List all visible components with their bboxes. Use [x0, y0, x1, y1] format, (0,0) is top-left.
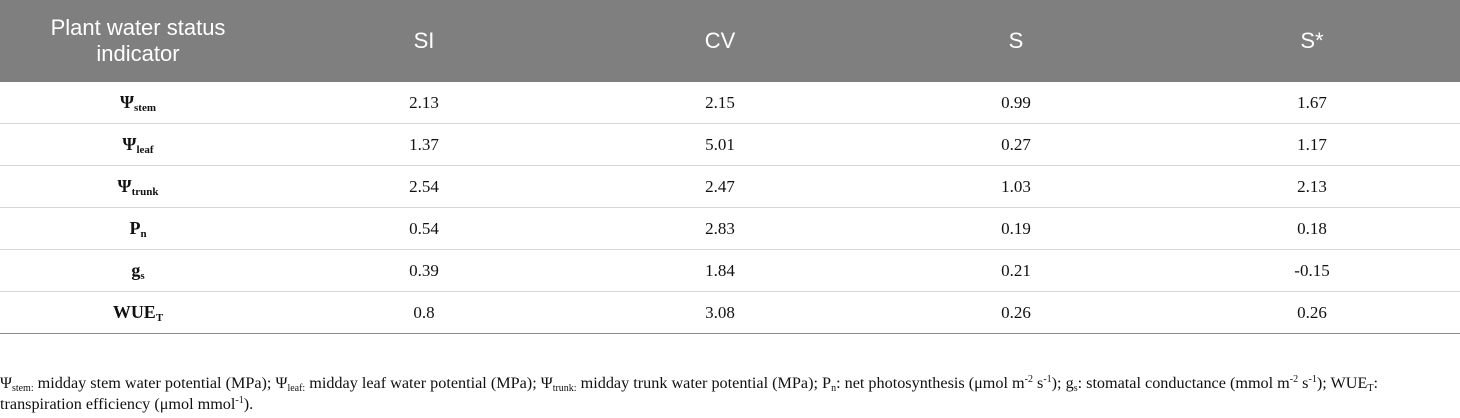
footnote-subscript: n [831, 383, 837, 394]
indicator-subscript: leaf [136, 144, 154, 156]
value-cell: 0.26 [868, 291, 1164, 334]
footnote-text: s [1032, 374, 1044, 392]
value-cell: 1.67 [1164, 82, 1460, 124]
data-table: Plant water status indicator SI CV S S* … [0, 0, 1460, 334]
header-cell-s-star: S* [1164, 0, 1460, 82]
value-cell: 5.01 [572, 123, 868, 166]
footnote-symbol: P [822, 374, 832, 392]
value-cell: 0.27 [868, 123, 1164, 166]
table-row: gs 0.39 1.84 0.21 -0.15 [0, 249, 1460, 292]
footnote-superscript: -2 [1289, 374, 1299, 385]
value-cell: 0.18 [1164, 207, 1460, 250]
indicator-cell: Ψtrunk [0, 165, 276, 208]
header-cell-s: S [868, 0, 1164, 82]
footnote-superscript: -2 [1024, 374, 1033, 385]
table-row: Ψtrunk 2.54 2.47 1.03 2.13 [0, 165, 1460, 208]
indicator-symbol: WUE [112, 302, 156, 322]
footnote-subscript: s [1073, 383, 1078, 394]
footnote-subscript: stem: [11, 383, 34, 394]
table-row: Ψstem 2.13 2.15 0.99 1.67 [0, 82, 1460, 124]
indicator-subscript: stem [134, 102, 157, 114]
indicator-subscript: trunk [131, 186, 159, 198]
header-cell-indicator: Plant water status indicator [0, 0, 276, 82]
footnote-superscript: -1 [1308, 374, 1317, 385]
indicator-cell: Ψstem [0, 82, 276, 124]
table-row: Ψleaf 1.37 5.01 0.27 1.17 [0, 123, 1460, 166]
footnote-text: : stomatal conductance (mmol m [1077, 374, 1290, 392]
value-cell: 2.54 [276, 165, 572, 208]
value-cell: 1.37 [276, 123, 572, 166]
indicator-symbol: Ψ [119, 92, 135, 112]
table-row: WUET 0.8 3.08 0.26 0.26 [0, 291, 1460, 334]
value-cell: 3.08 [572, 291, 868, 334]
header-cell-cv: CV [572, 0, 868, 82]
table-footnote: Ψstem: midday stem water potential (MPa)… [0, 373, 1460, 415]
footnote-text: midday stem water potential (MPa); [33, 374, 276, 392]
footnote-text: ); [1051, 374, 1066, 392]
indicator-subscript: n [140, 228, 147, 240]
footnote-text: midday leaf water potential (MPa); [305, 374, 541, 392]
value-cell: 0.39 [276, 249, 572, 292]
footnote-symbol: Ψ [275, 374, 288, 392]
value-cell: 1.03 [868, 165, 1164, 208]
footnote-superscript: -1 [235, 395, 244, 406]
value-cell: 0.26 [1164, 291, 1460, 334]
footnote-text: ); [1316, 374, 1331, 392]
footnote-text: midday trunk water potential (MPa); [576, 374, 823, 392]
value-cell: 2.83 [572, 207, 868, 250]
value-cell: 0.19 [868, 207, 1164, 250]
footnote-symbol: g [1065, 374, 1074, 392]
value-cell: 2.13 [1164, 165, 1460, 208]
value-cell: 1.84 [572, 249, 868, 292]
value-cell: 0.21 [868, 249, 1164, 292]
indicator-subscript: T [155, 312, 164, 324]
footnote-subscript: leaf: [287, 383, 306, 394]
header-cell-si: SI [276, 0, 572, 82]
footnote-subscript: trunk: [552, 383, 577, 394]
value-cell: 0.8 [276, 291, 572, 334]
value-cell: 0.54 [276, 207, 572, 250]
indicator-subscript: s [140, 270, 145, 282]
footnote-superscript: -1 [1043, 374, 1052, 385]
indicator-cell: Pn [0, 207, 276, 250]
footnote-subscript: T [1367, 383, 1374, 394]
indicator-symbol: Ψ [117, 176, 132, 196]
indicator-symbol: P [129, 218, 141, 238]
indicator-cell: Ψleaf [0, 123, 276, 166]
footnote-text: ). [243, 395, 254, 413]
value-cell: 2.47 [572, 165, 868, 208]
footnote-text: s [1298, 374, 1309, 392]
footnote-text: : transpiration efficiency (μmol mmol [0, 374, 1378, 413]
footnote-symbol: Ψ [0, 374, 12, 392]
indicator-symbol: Ψ [122, 134, 137, 154]
value-cell: 0.99 [868, 82, 1164, 124]
indicator-cell: gs [0, 249, 276, 292]
footnote-symbol: WUE [1330, 374, 1368, 392]
header-row: Plant water status indicator SI CV S S* [0, 0, 1460, 82]
value-cell: 2.15 [572, 82, 868, 124]
value-cell: 1.17 [1164, 123, 1460, 166]
table-row: Pn 0.54 2.83 0.19 0.18 [0, 207, 1460, 250]
footnote-symbol: Ψ [540, 374, 553, 392]
value-cell: -0.15 [1164, 249, 1460, 292]
indicator-cell: WUET [0, 291, 276, 334]
value-cell: 2.13 [276, 82, 572, 124]
indicator-symbol: g [131, 260, 141, 280]
footnote-text: : net photosynthesis (μmol m [836, 374, 1025, 392]
